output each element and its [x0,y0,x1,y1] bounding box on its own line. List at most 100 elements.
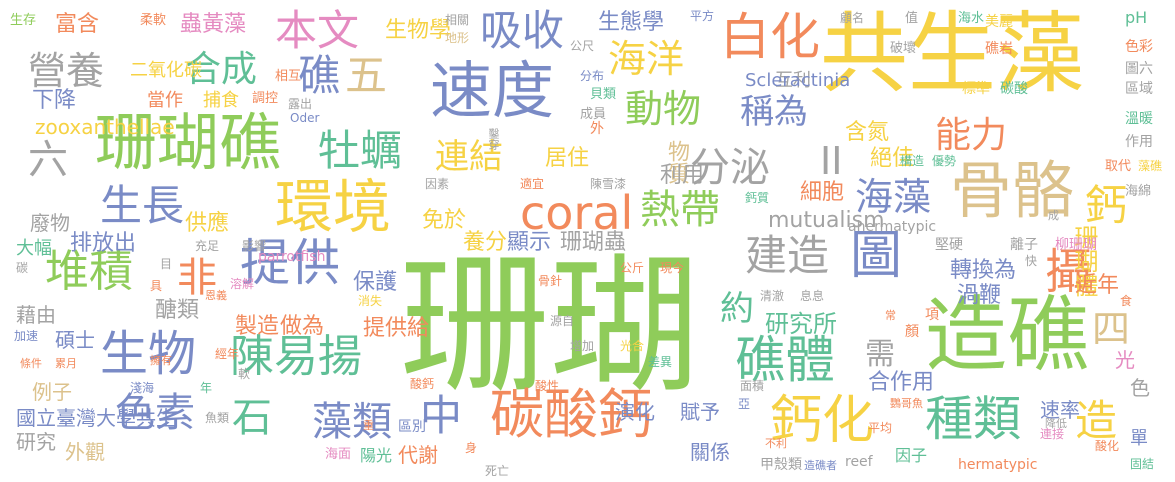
word-convert-to: 生態學 [598,10,665,35]
word-nutrient: 顯示 [507,230,552,255]
word-ion: 柳珊瑚 [1055,237,1097,253]
word-non: 非 [177,255,217,301]
word-environment: 環境 [275,173,392,241]
word-rate: 光 [1115,348,1135,372]
word-eye: 軟 [238,367,251,381]
word-rich: 二氧化碳 [130,60,202,81]
word-cell: 生物學 [385,18,452,43]
word-ph: 區別 [398,419,426,435]
word-shallow-sea: 魚類 [205,411,230,425]
word-metabolism: 賦予 [680,400,720,424]
word-zooxanthella-zh: 富含 [55,12,100,37]
word-biology: 蟲黃藻 [180,12,247,37]
word-exposed: 調控 [252,91,279,106]
word-reef-builder: 堅硬 [935,237,963,253]
word-chen-xueqi: 適宜 [520,177,545,191]
word-need: 需 [865,337,895,372]
word-emit: 供應 [185,211,230,236]
word-connect: 酸化 [1095,439,1120,453]
word-endow: 演化 [615,400,655,424]
word-acid-calcium: 酸性 [535,379,560,393]
word-color: 單 [1130,428,1148,449]
word-supply: 廢物 [30,211,70,235]
word-skeleton: 骨骼 [950,154,1075,227]
word-possess: 經年 [215,347,240,361]
word-related: 地形 [445,31,470,45]
word-coral-body: 研究所 [765,310,837,338]
word-ahermatypic: parrotfish [258,249,326,265]
word-regulate: 相互 [275,69,302,84]
word-zooxanthellae: 排放出 [70,231,137,256]
word-calcareous: 公斤 [620,261,645,275]
word-ocean: 海洋 [608,37,685,81]
word-mutual2: 公尺 [570,39,595,53]
word-calcification: 鈣化 [770,391,875,451]
word-protect: 製造 [235,314,280,339]
word-structure: 標準 [962,81,990,97]
word-dissolve: 充足 [195,239,220,253]
word-beautiful: 色彩 [1125,39,1153,55]
word-colors: 圖六 [1125,61,1153,77]
word-carbonic: 礁岩 [985,41,1013,57]
word-reef: 礁 [298,51,341,100]
word-hard: 離子 [1010,237,1038,253]
word-effect: 取代 [1105,159,1132,174]
word-ecology: 居住 [545,146,590,171]
word-single: 碩士 [55,328,95,352]
word-provide-to: 渦鞭 [957,283,1002,308]
word-coral: 珊瑚 [400,240,701,414]
word-recent-years: 合作用 [868,370,935,395]
word-grace: 清澈 [760,289,785,303]
word-ingest: 攝 [1045,244,1094,300]
word-months: 加速 [14,329,39,343]
word-sufficient: 影響 [242,239,267,253]
word-six: 六 [28,137,68,183]
word-unfavorable: 平均 [868,421,893,435]
word-tropical: 熱帶 [640,187,720,233]
word-two: II [820,139,843,183]
word-nowadays: 骨針 [538,274,563,288]
word-organism: 生物 [100,326,197,382]
word-reef-rock: 美麗 [985,14,1013,30]
word-decrease: 當作 [147,90,183,111]
word-appearance: 研究 [16,430,56,454]
word-synthesis: 合成 [185,49,258,90]
word-as: 提供給 [363,316,430,341]
word-author-chen: 陳易揚 [230,331,362,382]
word-acidification: 固結 [1130,457,1155,471]
word-reef-body: 礁體 [735,331,835,389]
word-symbiotic-algae: 共生藻 [820,2,1085,105]
word-middle: 中 [420,391,463,440]
word-ntu: 外觀 [65,440,105,464]
word-asia: 外 [590,121,604,137]
word-factor: 甲殼類 [760,457,802,473]
word-scleractinia: hermatypic [958,457,1038,473]
word-show: 珊瑚蟲 [560,230,627,255]
word-outside: 成 [1048,209,1059,222]
word-calcium-carbonate: 碳酸鈣 [490,383,652,446]
word-kg: 現今 [660,261,685,275]
word-prey: zooxanthellae [35,115,175,139]
word-sunlight: 因子 [895,446,928,465]
word-area: 不利 [765,437,787,450]
word-sponge: 顧名 [840,11,865,25]
word-warm: 作用 [1125,134,1153,150]
word-meter: 貝類 [590,87,617,102]
word-seaweed: 海藻 [855,175,932,219]
word-serve-as: 捕食 [203,90,239,111]
word-waste: 免於 [422,208,467,233]
word-often: 顏 [905,324,919,340]
word-food: 具 [150,279,163,293]
word-member: 陳雪漆 [590,177,627,191]
word-square: 相關 [445,13,470,27]
word-hermatypic: ahermatypic [848,219,937,235]
word-fast: 食 [1120,294,1133,308]
word-algae: 藻類 [312,399,392,445]
word-sugars: 保護 [353,270,398,295]
word-fish: 重 [363,419,374,432]
word-build: 建造 [745,231,830,280]
word-symbiosis: 國立臺灣大學共生 [16,406,176,430]
word-nitrogen: 絕佳 [870,146,915,171]
word-soft: 生存 [10,13,37,28]
word-shellfish: 分布 [580,69,605,83]
